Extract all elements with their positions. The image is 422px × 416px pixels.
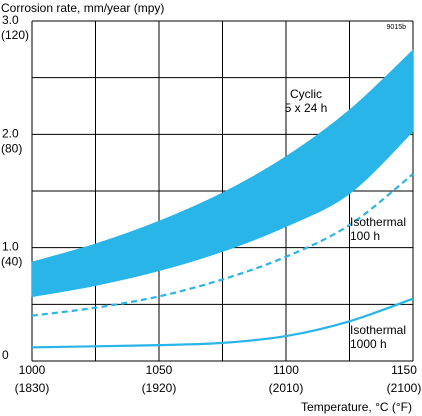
annotation-isothermal-100h-line1: Isothermal	[350, 215, 406, 229]
y-tick-sublabel: (80)	[1, 141, 22, 155]
x-tick-label: 1100	[273, 363, 299, 377]
annotation-cyclic-line2: 5 x 24 h	[285, 101, 328, 115]
y-tick-label: 1.0	[2, 240, 19, 254]
x-tick-sublabel: (1830)	[15, 381, 50, 395]
y-tick-labels: 0 1.0(40) 2.0(80) 3.0(120)	[1, 13, 29, 362]
x-axis-label: Temperature, °C (°F)	[301, 400, 412, 414]
x-tick-sublabel: (2100)	[387, 381, 422, 395]
x-tick-label: 1050	[146, 363, 173, 377]
series-layer	[31, 48, 414, 349]
y-tick-label: 2.0	[2, 126, 19, 140]
annotation-isothermal-1000h-line1: Isothermal	[350, 323, 406, 337]
annotation-isothermal-1000h-line2: 1000 h	[350, 337, 387, 351]
figure-code: 9015b	[387, 24, 407, 31]
annotation-cyclic-line1: Cyclic	[290, 87, 322, 101]
y-tick-label: 3.0	[2, 13, 19, 27]
x-tick-label: 1150	[391, 363, 417, 377]
y-tick-sublabel: (120)	[1, 28, 29, 42]
x-tick-labels: 1000 (1830) 1050 (1920) 1100 (2010) 1150 (2100)	[15, 363, 422, 395]
series-line-isothermal-100h	[31, 173, 414, 317]
x-tick-sublabel: (2010)	[269, 381, 304, 395]
y-tick-label: 0	[2, 348, 9, 362]
annotation-isothermal-100h-line2: 100 h	[350, 229, 380, 243]
x-tick-sublabel: (1920)	[142, 381, 177, 395]
series-band-cyclic	[31, 48, 414, 298]
series-line-isothermal-1000h	[31, 297, 414, 349]
y-tick-sublabel: (40)	[1, 255, 22, 269]
x-tick-label: 1000	[19, 363, 46, 377]
grid	[31, 20, 414, 362]
y-axis-label: Corrosion rate, mm/year (mpy)	[1, 1, 164, 15]
